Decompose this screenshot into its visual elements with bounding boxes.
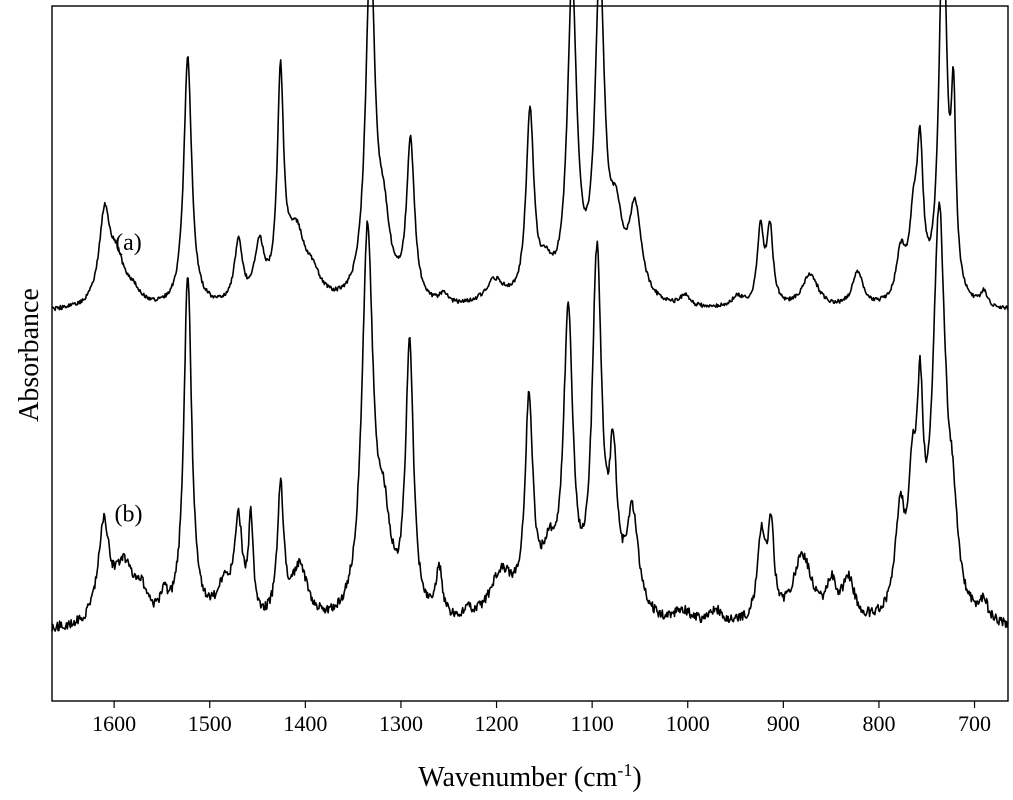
x-tick-label: 1200 [475, 711, 519, 736]
x-tick-label: 800 [862, 711, 895, 736]
x-tick-label: 1400 [283, 711, 327, 736]
x-tick-label: 1100 [571, 711, 614, 736]
series-label-a: (a) [115, 230, 142, 256]
plot-frame [51, 5, 1009, 702]
series-label-b: (b) [114, 502, 142, 528]
spectrum-line-b [51, 201, 1009, 632]
spectrum-line-a [51, 0, 1009, 312]
x-axis-title-main: Wavenumber (cm [418, 762, 617, 793]
spectrum-traces [51, 0, 1009, 632]
x-tick-label: 900 [767, 711, 800, 736]
x-tick-label: 1000 [666, 711, 710, 736]
x-tick-label: 1500 [188, 711, 232, 736]
series-labels: (a) (b) [114, 230, 142, 528]
x-tick-label: 700 [958, 711, 991, 736]
x-tick-label: 1300 [379, 711, 423, 736]
x-tick-label: 1600 [92, 711, 136, 736]
y-axis-title: Absorbance [14, 288, 45, 422]
x-axis-ticks: 1600 1500 1400 1300 1200 1100 1000 900 800 700 [92, 701, 991, 736]
x-axis-title-superscript: -1 [617, 760, 632, 780]
x-axis-title: Wavenumber (cm-1) [418, 760, 641, 793]
x-axis-title-close: ) [632, 762, 641, 793]
